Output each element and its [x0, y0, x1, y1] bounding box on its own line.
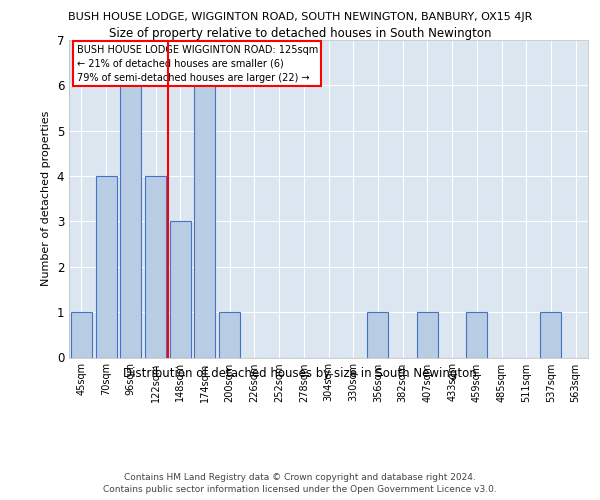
- Bar: [120, 86, 141, 357]
- Bar: [541, 312, 562, 358]
- Text: Size of property relative to detached houses in South Newington: Size of property relative to detached ho…: [109, 28, 491, 40]
- Text: Distribution of detached houses by size in South Newington: Distribution of detached houses by size …: [123, 368, 477, 380]
- Bar: [194, 86, 215, 357]
- Bar: [219, 312, 240, 358]
- Bar: [145, 176, 166, 358]
- Text: BUSH HOUSE LODGE, WIGGINTON ROAD, SOUTH NEWINGTON, BANBURY, OX15 4JR: BUSH HOUSE LODGE, WIGGINTON ROAD, SOUTH …: [68, 12, 532, 22]
- Bar: [367, 312, 388, 358]
- Bar: [170, 222, 191, 358]
- Text: BUSH HOUSE LODGE WIGGINTON ROAD: 125sqm
← 21% of detached houses are smaller (6): BUSH HOUSE LODGE WIGGINTON ROAD: 125sqm …: [77, 45, 318, 83]
- Bar: [417, 312, 438, 358]
- Bar: [466, 312, 487, 358]
- Y-axis label: Number of detached properties: Number of detached properties: [41, 111, 51, 286]
- Bar: [71, 312, 92, 358]
- Bar: [95, 176, 116, 358]
- Text: Contains HM Land Registry data © Crown copyright and database right 2024.: Contains HM Land Registry data © Crown c…: [124, 472, 476, 482]
- Text: Contains public sector information licensed under the Open Government Licence v3: Contains public sector information licen…: [103, 485, 497, 494]
